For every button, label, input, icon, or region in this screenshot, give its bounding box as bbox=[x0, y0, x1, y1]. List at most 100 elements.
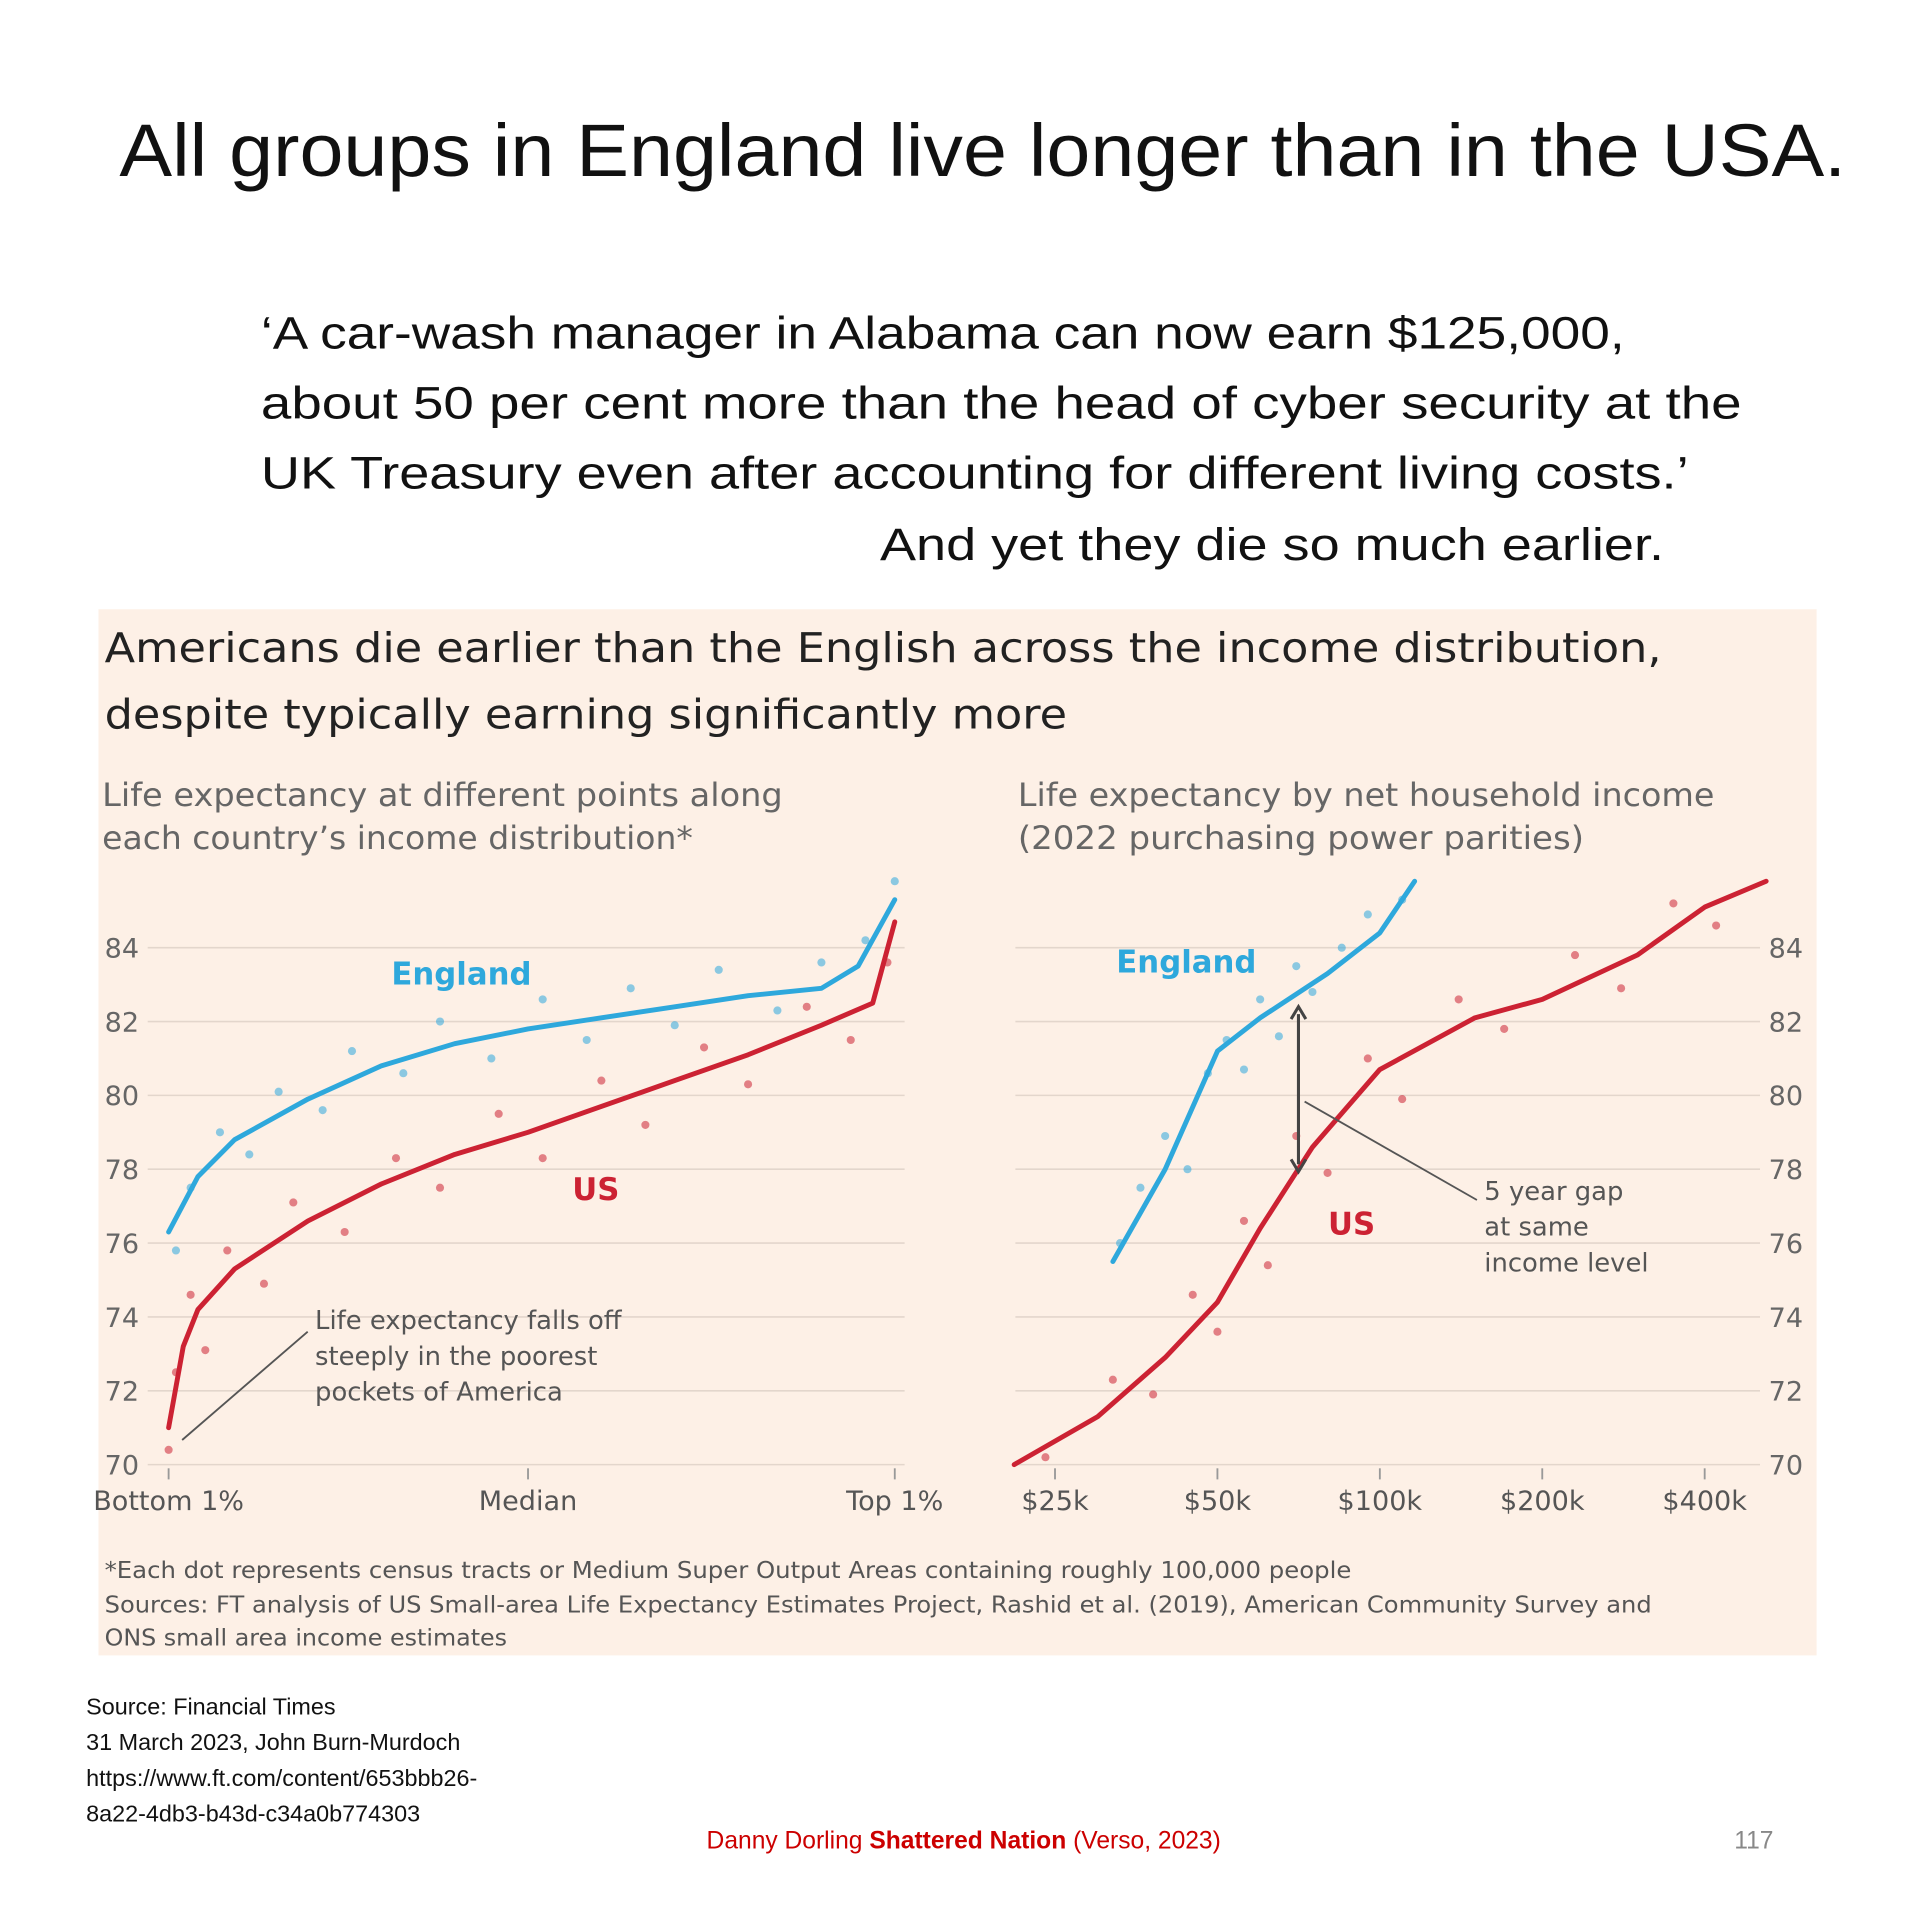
dot bbox=[494, 1109, 503, 1118]
subtitles: Life expectancy at different points alon… bbox=[102, 776, 1714, 857]
y-tick-label: 80 bbox=[105, 1081, 139, 1112]
page-number: 117 bbox=[1734, 1828, 1773, 1855]
plot: 70 72 74 76 78 80 82 84 Bottom 1% Median Top 1% Eng… bbox=[93, 877, 943, 1517]
x-tick-label: Top 1% bbox=[845, 1486, 943, 1517]
y-tick-label: 70 bbox=[1769, 1450, 1803, 1481]
dot bbox=[435, 1017, 445, 1026]
annotation: steeply in the poorest bbox=[315, 1342, 597, 1372]
x-tick-label: $200k bbox=[1500, 1486, 1585, 1517]
dot bbox=[1239, 1216, 1249, 1225]
y-tick-label: 78 bbox=[1769, 1155, 1803, 1186]
arrow-head bbox=[1289, 1003, 1308, 1020]
quote-line: UK Treasury even after accounting for di… bbox=[261, 448, 1689, 499]
dot bbox=[1570, 951, 1580, 960]
dot bbox=[399, 1069, 408, 1078]
quote-line: ‘A car-wash manager in Alabama can now e… bbox=[261, 307, 1625, 358]
dot bbox=[215, 1128, 225, 1137]
dot bbox=[245, 1150, 254, 1159]
y-tick-label: 80 bbox=[1769, 1081, 1803, 1112]
dot bbox=[318, 1106, 327, 1115]
dot bbox=[1149, 1390, 1158, 1399]
annotation: Life expectancy falls off bbox=[315, 1306, 623, 1336]
dot bbox=[1183, 1165, 1192, 1174]
dot bbox=[223, 1246, 232, 1255]
dot bbox=[817, 958, 826, 967]
dot bbox=[641, 1120, 650, 1129]
dot bbox=[259, 1279, 269, 1288]
series-label: England bbox=[391, 957, 531, 993]
dot bbox=[744, 1080, 753, 1089]
annotation-leader bbox=[1304, 1100, 1478, 1201]
source: Source: Financial Times 31 March 2023, J… bbox=[86, 1693, 477, 1826]
y-tick-label: 84 bbox=[1769, 934, 1803, 965]
dot bbox=[890, 877, 899, 886]
dot bbox=[1263, 1261, 1272, 1270]
trend-line bbox=[1011, 878, 1769, 1468]
dot bbox=[347, 1047, 357, 1056]
dot bbox=[1500, 1024, 1509, 1033]
dot bbox=[1136, 1183, 1145, 1192]
y-tick-label: 74 bbox=[1769, 1303, 1803, 1334]
dot bbox=[1337, 943, 1346, 952]
credit-book: Shattered Nation bbox=[869, 1828, 1066, 1855]
dot bbox=[1323, 1168, 1332, 1177]
dot bbox=[289, 1198, 298, 1207]
quote-line: And yet they die so much earlier. bbox=[880, 519, 1664, 570]
credit: Danny Dorling Shattered Nation (Verso, 2… bbox=[707, 1828, 1221, 1855]
dot bbox=[670, 1021, 679, 1030]
figure-title: Americans die earlier than the English a… bbox=[105, 624, 1662, 738]
x-tick-label: Median bbox=[479, 1486, 577, 1517]
dot bbox=[340, 1227, 349, 1237]
dot bbox=[201, 1346, 210, 1355]
dot bbox=[1363, 1054, 1372, 1063]
arrow-head bbox=[1289, 1158, 1308, 1175]
x-tick-label: $100k bbox=[1338, 1486, 1423, 1517]
source-line: 8a22-4db3-b43d-c34a0b774303 bbox=[86, 1801, 420, 1827]
dot bbox=[186, 1290, 195, 1299]
trend-line bbox=[1110, 878, 1418, 1265]
trend-line bbox=[166, 897, 898, 1235]
plot: 70 72 74 76 78 80 82 84 $25k $50k $100k $200k $400k E… bbox=[1011, 878, 1803, 1517]
annotation: income level bbox=[1484, 1248, 1648, 1278]
dot bbox=[391, 1154, 401, 1163]
dot bbox=[538, 1154, 547, 1163]
dot bbox=[487, 1054, 496, 1063]
dot bbox=[1454, 995, 1463, 1004]
dot bbox=[435, 1183, 445, 1192]
dot bbox=[1308, 987, 1317, 997]
figure-title-line: Americans die earlier than the English a… bbox=[105, 624, 1662, 672]
subtitle: Life expectancy by net household income bbox=[1018, 776, 1715, 814]
y-tick-label: 76 bbox=[105, 1229, 139, 1260]
dot bbox=[1712, 921, 1721, 930]
slide-title: All groups in England live longer than i… bbox=[119, 109, 1846, 192]
series-label: US bbox=[572, 1172, 619, 1208]
dot bbox=[714, 965, 723, 974]
y-tick-label: 76 bbox=[1769, 1229, 1803, 1260]
source-line: Source: Financial Times bbox=[86, 1693, 335, 1719]
figure-title-line: despite typically earning significantly … bbox=[105, 691, 1067, 739]
quote-line: about 50 per cent more than the head of … bbox=[261, 377, 1742, 428]
y-tick-label: 84 bbox=[105, 934, 139, 965]
y-tick-label: 78 bbox=[105, 1155, 139, 1186]
dot bbox=[538, 995, 547, 1004]
series-label: England bbox=[1116, 944, 1256, 980]
dot bbox=[1213, 1327, 1222, 1336]
annotation: 5 year gap bbox=[1484, 1177, 1623, 1207]
footnote: ONS small area income estimates bbox=[105, 1624, 507, 1652]
quote: ‘A car-wash manager in Alabama can now e… bbox=[261, 307, 1742, 570]
dot bbox=[846, 1035, 855, 1045]
annotation: at same bbox=[1484, 1213, 1589, 1243]
y-tick-label: 74 bbox=[105, 1303, 139, 1334]
subtitle: each country’s income distribution* bbox=[102, 819, 693, 857]
dot bbox=[1292, 962, 1301, 971]
dot bbox=[597, 1076, 606, 1085]
dot bbox=[1161, 1131, 1170, 1141]
subtitle: (2022 purchasing power parities) bbox=[1018, 819, 1584, 857]
dot bbox=[700, 1043, 709, 1052]
dot bbox=[802, 1002, 811, 1011]
credit-author: Danny Dorling bbox=[707, 1828, 863, 1855]
x-tick-label: Bottom 1% bbox=[93, 1486, 244, 1517]
dot bbox=[626, 984, 635, 993]
